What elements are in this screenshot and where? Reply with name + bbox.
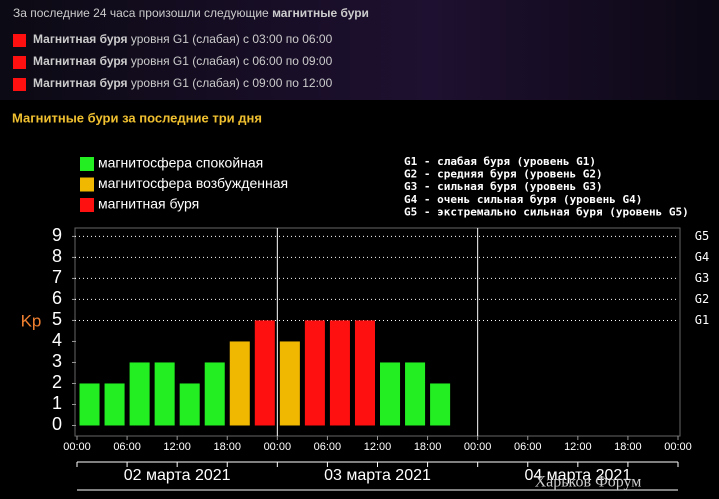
y-tick-label: 3 — [52, 351, 62, 371]
y2-tick-label: G5 — [695, 229, 709, 243]
x-tick-label: 00:00 — [63, 441, 91, 453]
legend-swatch — [80, 157, 94, 171]
bar — [204, 362, 225, 426]
legend-swatch — [80, 198, 94, 212]
g-note: G1 - слабая буря (уровень G1) — [404, 155, 596, 168]
watermark: Харьков Форум — [535, 474, 642, 491]
bar — [129, 362, 150, 426]
g-note: G5 - экстремально сильная буря (уровень … — [404, 205, 689, 218]
event: Магнитная буря уровня G1 (слабая) с 06:0… — [33, 54, 333, 68]
y-tick-label: 7 — [52, 267, 62, 287]
event-icon — [13, 56, 26, 69]
event-bold: Магнитная буря — [33, 32, 128, 46]
event-icon — [13, 34, 26, 47]
y-tick-label: 5 — [52, 309, 62, 329]
x-tick-label: 18:00 — [614, 441, 642, 453]
x-tick-label: 12:00 — [564, 441, 592, 453]
y-tick-label: 1 — [52, 393, 62, 413]
day-label: 04 марта 2021 — [524, 467, 631, 484]
y-tick-label: 0 — [52, 414, 62, 434]
day-label: 03 марта 2021 — [324, 467, 431, 484]
event-icon — [13, 78, 26, 91]
legend-label: магнитосфера спокойная — [98, 155, 263, 171]
day-label: 02 марта 2021 — [124, 467, 231, 484]
bar — [279, 341, 300, 426]
y-tick-label: 8 — [52, 246, 62, 266]
intro-text: За последние 24 часа произошли следующие — [13, 6, 269, 20]
x-tick-label: 06:00 — [314, 441, 342, 453]
g-note: G2 - средняя буря (уровень G2) — [404, 168, 603, 181]
x-tick-label: 12:00 — [364, 441, 392, 453]
event: Магнитная буря уровня G1 (слабая) с 09:0… — [33, 76, 333, 90]
bar — [405, 362, 426, 426]
event-text: уровня G1 (слабая) с 09:00 по 12:00 — [131, 76, 333, 90]
bar — [329, 320, 350, 426]
bar — [304, 320, 325, 426]
legend-label: магнитосфера возбужденная — [98, 175, 288, 191]
y2-tick-label: G4 — [695, 250, 709, 264]
intro: За последние 24 часа произошли следующие… — [13, 6, 369, 20]
event-bold: Магнитная буря — [33, 76, 128, 90]
bar — [380, 362, 401, 426]
bar — [229, 341, 250, 426]
legend-label: магнитная буря — [98, 196, 199, 212]
header-bg — [0, 0, 719, 100]
x-tick-label: 00:00 — [464, 441, 492, 453]
x-tick-label: 18:00 — [414, 441, 442, 453]
section-title: Магнитные бури за последние три дня — [12, 110, 262, 125]
x-tick-label: 00:00 — [664, 441, 692, 453]
x-tick-label: 00:00 — [264, 441, 292, 453]
bar — [430, 383, 451, 426]
y2-tick-label: G3 — [695, 271, 709, 285]
x-tick-label: 06:00 — [113, 441, 141, 453]
bar — [179, 383, 200, 426]
g-note: G3 - сильная буря (уровень G3) — [404, 180, 603, 193]
intro-bold: магнитные бури — [272, 6, 369, 20]
y-tick-label: 4 — [52, 330, 62, 350]
bar — [154, 362, 175, 426]
y-tick-label: 9 — [52, 225, 62, 245]
x-tick-label: 06:00 — [514, 441, 542, 453]
x-tick-label: 18:00 — [213, 441, 241, 453]
g-note: G4 - очень сильная буря (уровень G4) — [404, 193, 642, 206]
legend-swatch — [80, 177, 94, 192]
y-tick-label: 6 — [52, 288, 62, 308]
bar — [254, 320, 275, 426]
event: Магнитная буря уровня G1 (слабая) с 03:0… — [33, 32, 333, 46]
event-text: уровня G1 (слабая) с 06:00 по 09:00 — [131, 54, 333, 68]
bar — [79, 383, 100, 426]
bar — [354, 320, 375, 426]
y2-tick-label: G2 — [695, 292, 709, 306]
event-text: уровня G1 (слабая) с 03:00 по 06:00 — [131, 32, 333, 46]
x-tick-label: 12:00 — [163, 441, 191, 453]
y-axis-label: Kp — [21, 311, 42, 330]
bar — [104, 383, 125, 426]
event-bold: Магнитная буря — [33, 54, 128, 68]
y2-tick-label: G1 — [695, 313, 709, 327]
y-tick-label: 2 — [52, 372, 62, 392]
